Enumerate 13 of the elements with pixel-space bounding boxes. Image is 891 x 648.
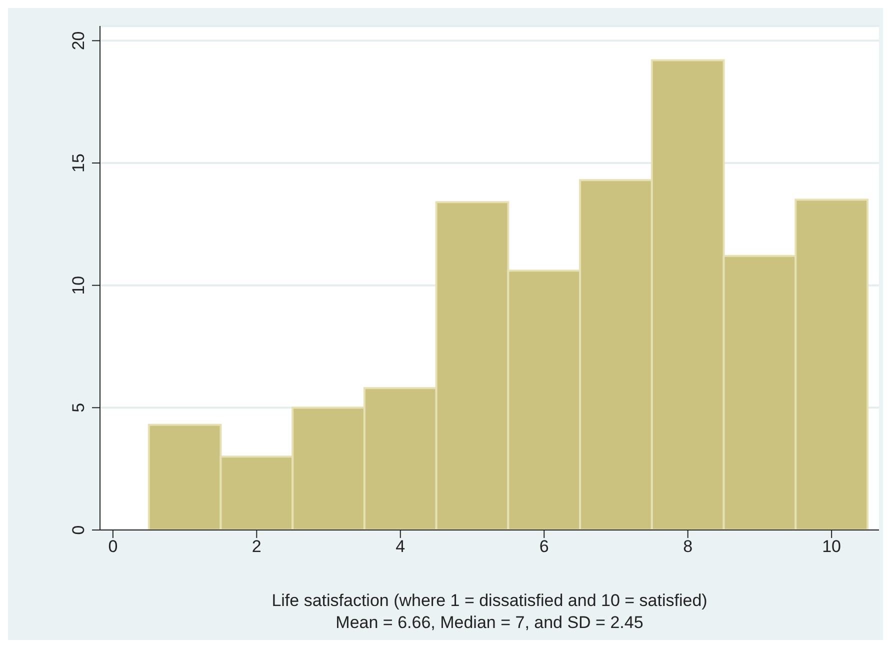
x-tick-label: 10 bbox=[822, 537, 842, 556]
y-tick-label: 10 bbox=[69, 276, 88, 295]
y-tick-label: 5 bbox=[69, 402, 88, 412]
x-tick-label: 2 bbox=[252, 537, 262, 556]
x-tick-label: 0 bbox=[108, 537, 118, 556]
text: Mean = 6.66, Median = 7, and SD = 2.45 bbox=[334, 612, 644, 634]
y-tick-label: 0 bbox=[69, 525, 88, 535]
x-tick-label: 6 bbox=[539, 537, 549, 556]
y-tick-label: 20 bbox=[69, 31, 88, 50]
x-tick-label: 8 bbox=[683, 537, 693, 556]
x-axis-title: Life satisfaction (where 1 = dissatisfied and 10 = satisfied) bbox=[270, 590, 708, 612]
y-tick-label: 15 bbox=[69, 154, 88, 172]
x-tick-label: 4 bbox=[396, 537, 406, 556]
